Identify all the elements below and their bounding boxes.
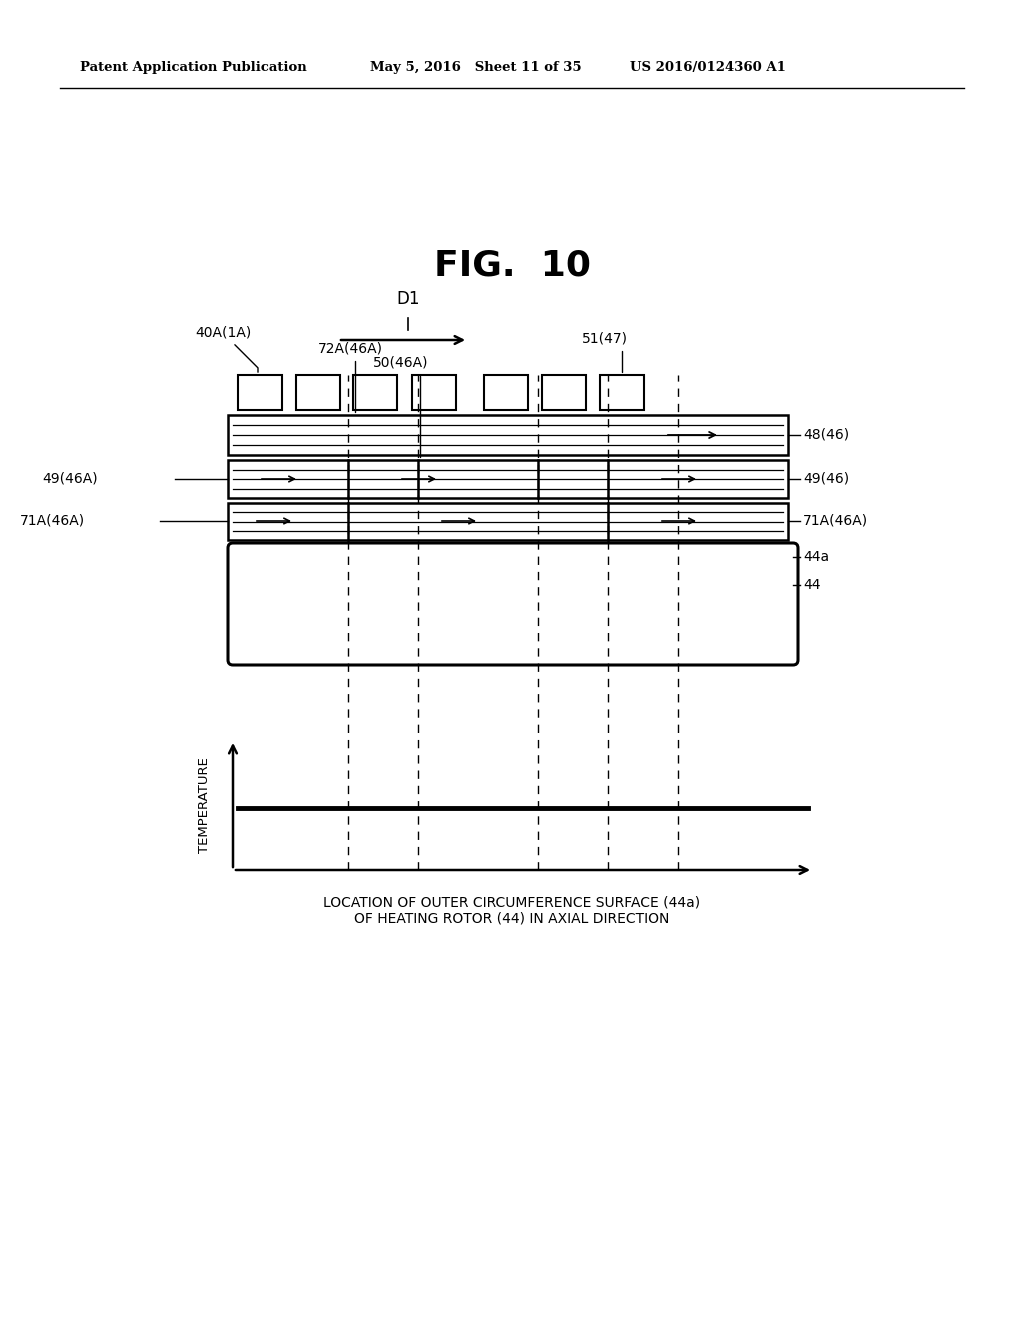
Bar (228, 503, 788, 540)
Text: 71A(46A): 71A(46A) (19, 513, 85, 528)
Text: US 2016/0124360 A1: US 2016/0124360 A1 (630, 62, 785, 74)
Bar (353, 375, 397, 411)
Text: 72A(46A): 72A(46A) (318, 341, 383, 412)
Text: 44a: 44a (803, 550, 829, 564)
Bar (484, 375, 528, 411)
Text: 49(46A): 49(46A) (42, 473, 98, 486)
Bar (600, 375, 644, 411)
Text: 49(46): 49(46) (803, 473, 849, 486)
Text: D1: D1 (396, 290, 420, 308)
Text: 51(47): 51(47) (582, 331, 628, 372)
Text: LOCATION OF OUTER CIRCUMFERENCE SURFACE (44a)
OF HEATING ROTOR (44) IN AXIAL DIR: LOCATION OF OUTER CIRCUMFERENCE SURFACE … (324, 895, 700, 925)
Text: 40A(1A): 40A(1A) (195, 326, 258, 372)
Bar (228, 459, 788, 498)
Bar (238, 375, 282, 411)
Bar (412, 375, 456, 411)
Text: 71A(46A): 71A(46A) (803, 513, 868, 528)
Text: 48(46): 48(46) (803, 428, 849, 442)
Text: 50(46A): 50(46A) (373, 356, 428, 457)
Text: Patent Application Publication: Patent Application Publication (80, 62, 307, 74)
Bar (542, 375, 586, 411)
Bar (296, 375, 340, 411)
Bar (228, 414, 788, 455)
Text: May 5, 2016   Sheet 11 of 35: May 5, 2016 Sheet 11 of 35 (370, 62, 582, 74)
Text: 44: 44 (803, 578, 820, 591)
FancyBboxPatch shape (228, 543, 798, 665)
Text: TEMPERATURE: TEMPERATURE (199, 758, 212, 853)
Text: FIG.  10: FIG. 10 (433, 248, 591, 282)
